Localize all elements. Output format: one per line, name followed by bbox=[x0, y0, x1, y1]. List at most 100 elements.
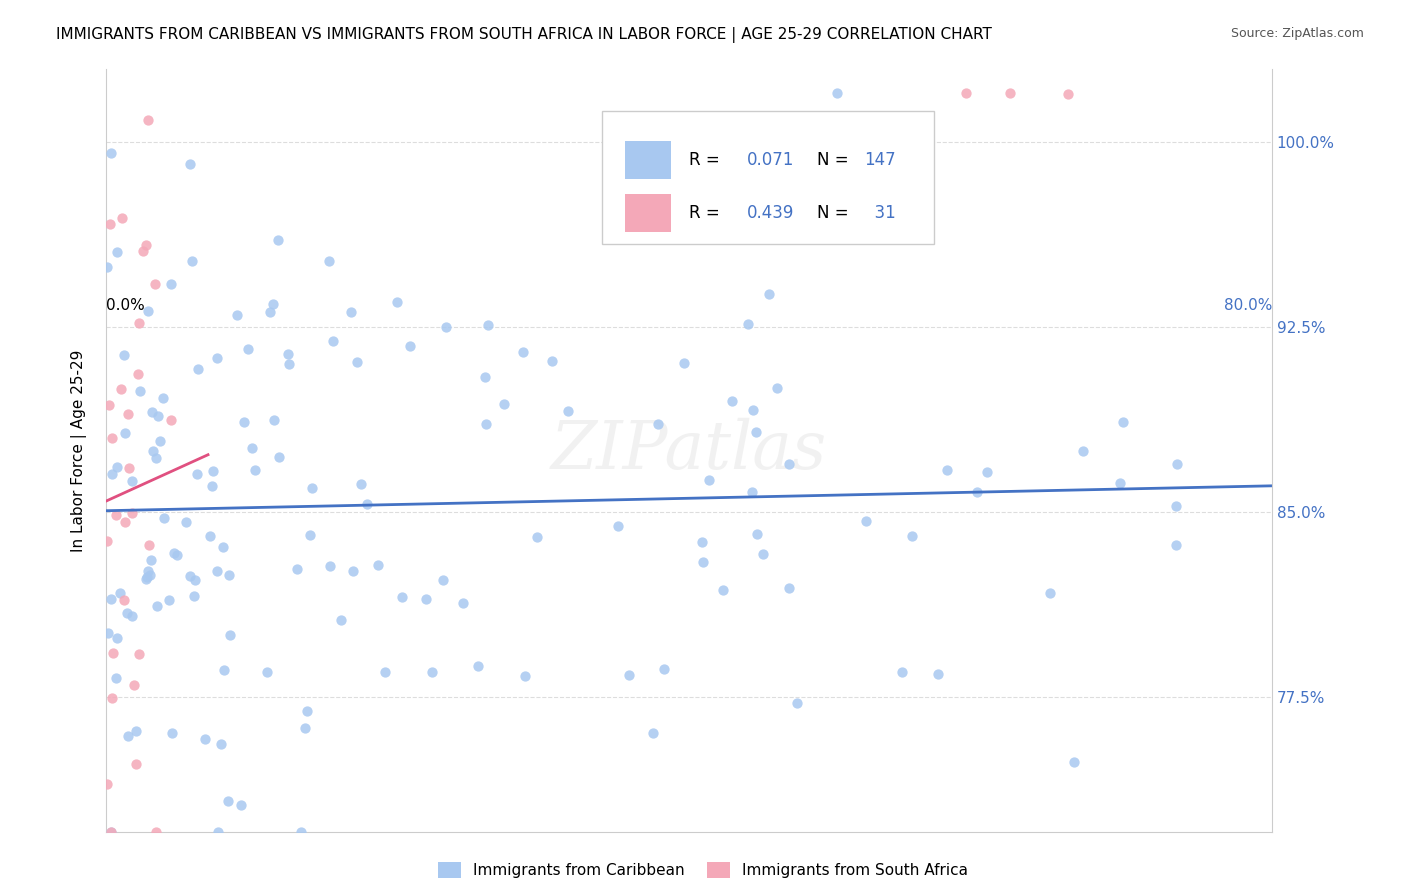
Point bbox=[115, 606, 138, 620]
Point bbox=[105, 508, 128, 522]
Point bbox=[367, 558, 389, 572]
Point bbox=[96, 777, 118, 791]
Text: ZIPatlas: ZIPatlas bbox=[551, 417, 827, 483]
Point bbox=[201, 479, 224, 493]
Point bbox=[1071, 444, 1094, 458]
Point bbox=[765, 381, 787, 395]
Point bbox=[267, 234, 290, 248]
Point bbox=[108, 586, 131, 600]
Point bbox=[145, 450, 167, 465]
Point bbox=[256, 665, 278, 679]
Point bbox=[98, 217, 121, 231]
Point bbox=[647, 417, 669, 431]
Point bbox=[212, 540, 235, 554]
Point bbox=[475, 417, 498, 431]
Point bbox=[183, 589, 205, 603]
Point bbox=[346, 354, 368, 368]
Point bbox=[690, 534, 713, 549]
Point bbox=[205, 351, 228, 366]
Point bbox=[145, 825, 167, 839]
Point bbox=[262, 297, 284, 311]
Point bbox=[342, 564, 364, 578]
Point bbox=[153, 510, 176, 524]
Point bbox=[143, 277, 166, 292]
Point bbox=[202, 464, 225, 478]
Point bbox=[124, 723, 146, 738]
Point bbox=[105, 631, 128, 645]
Legend: Immigrants from Caribbean, Immigrants from South Africa: Immigrants from Caribbean, Immigrants fr… bbox=[432, 856, 974, 884]
Point bbox=[399, 338, 422, 352]
Point bbox=[238, 343, 260, 357]
Point bbox=[111, 211, 134, 225]
Point bbox=[101, 691, 124, 706]
Point bbox=[112, 348, 135, 362]
Point bbox=[176, 515, 198, 529]
Point bbox=[737, 317, 759, 331]
Text: 0.0%: 0.0% bbox=[105, 298, 145, 313]
Point bbox=[184, 573, 207, 587]
Point bbox=[138, 538, 160, 552]
Point bbox=[100, 467, 122, 481]
Point bbox=[207, 825, 229, 839]
Point bbox=[101, 432, 124, 446]
Point bbox=[146, 409, 169, 423]
Point bbox=[114, 425, 136, 440]
Point bbox=[132, 244, 155, 258]
Point bbox=[492, 397, 515, 411]
Point bbox=[218, 568, 240, 582]
Point bbox=[181, 254, 204, 268]
Point bbox=[125, 756, 148, 771]
Point bbox=[298, 528, 321, 542]
Point bbox=[212, 664, 235, 678]
Point bbox=[209, 737, 232, 751]
Point bbox=[128, 647, 150, 661]
Point bbox=[434, 319, 457, 334]
Point bbox=[187, 361, 209, 376]
Point bbox=[139, 567, 162, 582]
Point bbox=[752, 547, 775, 561]
Point bbox=[149, 434, 172, 448]
Point bbox=[139, 553, 162, 567]
Point bbox=[474, 370, 496, 384]
Text: N =: N = bbox=[817, 151, 853, 169]
Point bbox=[136, 564, 159, 578]
Text: R =: R = bbox=[689, 204, 725, 222]
Point bbox=[721, 393, 744, 408]
Point bbox=[901, 529, 924, 543]
Point bbox=[117, 407, 139, 421]
Point bbox=[135, 570, 157, 584]
Point bbox=[318, 253, 340, 268]
Point bbox=[350, 477, 373, 491]
Point bbox=[163, 546, 186, 560]
Point bbox=[745, 527, 768, 541]
Point bbox=[935, 463, 957, 477]
Point bbox=[128, 384, 150, 398]
Point bbox=[1112, 415, 1135, 429]
Point bbox=[100, 591, 122, 606]
Point bbox=[1166, 457, 1188, 471]
Point bbox=[1108, 475, 1130, 490]
Text: R =: R = bbox=[689, 151, 725, 169]
Point bbox=[219, 627, 242, 641]
Point bbox=[100, 825, 122, 839]
Point bbox=[422, 665, 444, 680]
Point bbox=[891, 665, 914, 679]
Point bbox=[117, 730, 139, 744]
Point bbox=[540, 354, 562, 368]
Point bbox=[340, 305, 363, 319]
Point bbox=[557, 403, 579, 417]
Point bbox=[330, 613, 353, 627]
Point bbox=[110, 382, 132, 396]
Text: 80.0%: 80.0% bbox=[1223, 298, 1272, 313]
Point bbox=[160, 413, 183, 427]
Point bbox=[105, 459, 128, 474]
Point bbox=[152, 392, 174, 406]
Point bbox=[100, 145, 122, 160]
Point bbox=[107, 245, 129, 260]
Point bbox=[142, 443, 165, 458]
Point bbox=[374, 665, 396, 679]
Point bbox=[387, 294, 409, 309]
Point bbox=[301, 481, 323, 495]
Point bbox=[432, 573, 454, 587]
Point bbox=[477, 318, 499, 333]
